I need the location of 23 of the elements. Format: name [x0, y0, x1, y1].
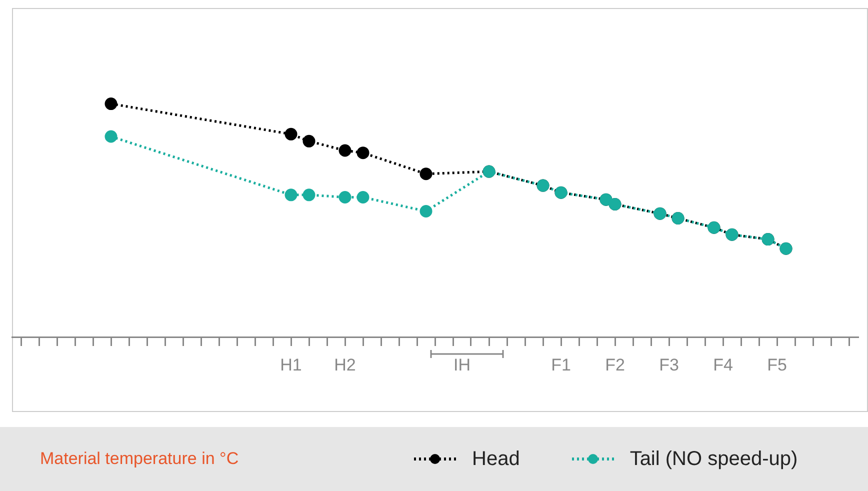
point: [420, 205, 432, 218]
point: [338, 190, 352, 204]
point: [284, 128, 298, 140]
x-tick-label: H1: [280, 355, 302, 374]
x-tick-label: IH: [454, 355, 470, 374]
x-tick-label: F1: [551, 355, 571, 374]
point: [284, 188, 298, 202]
x-tick-label: F5: [767, 355, 787, 374]
legend-label: Head: [471, 448, 520, 470]
legend-label: Tail (NO speed-up): [628, 448, 798, 470]
point: [420, 168, 432, 180]
point: [356, 146, 370, 160]
point: [302, 134, 316, 148]
x-tick-label: F4: [713, 355, 733, 374]
legend-title: Material temperature in °C: [40, 449, 240, 469]
point: [338, 144, 352, 157]
point: [356, 190, 370, 204]
point: [302, 188, 316, 202]
x-tick-label: H2: [334, 355, 356, 374]
point: [104, 130, 118, 143]
x-tick-label: F2: [605, 355, 625, 374]
x-tick-label: F3: [659, 355, 679, 374]
point: [104, 98, 118, 110]
